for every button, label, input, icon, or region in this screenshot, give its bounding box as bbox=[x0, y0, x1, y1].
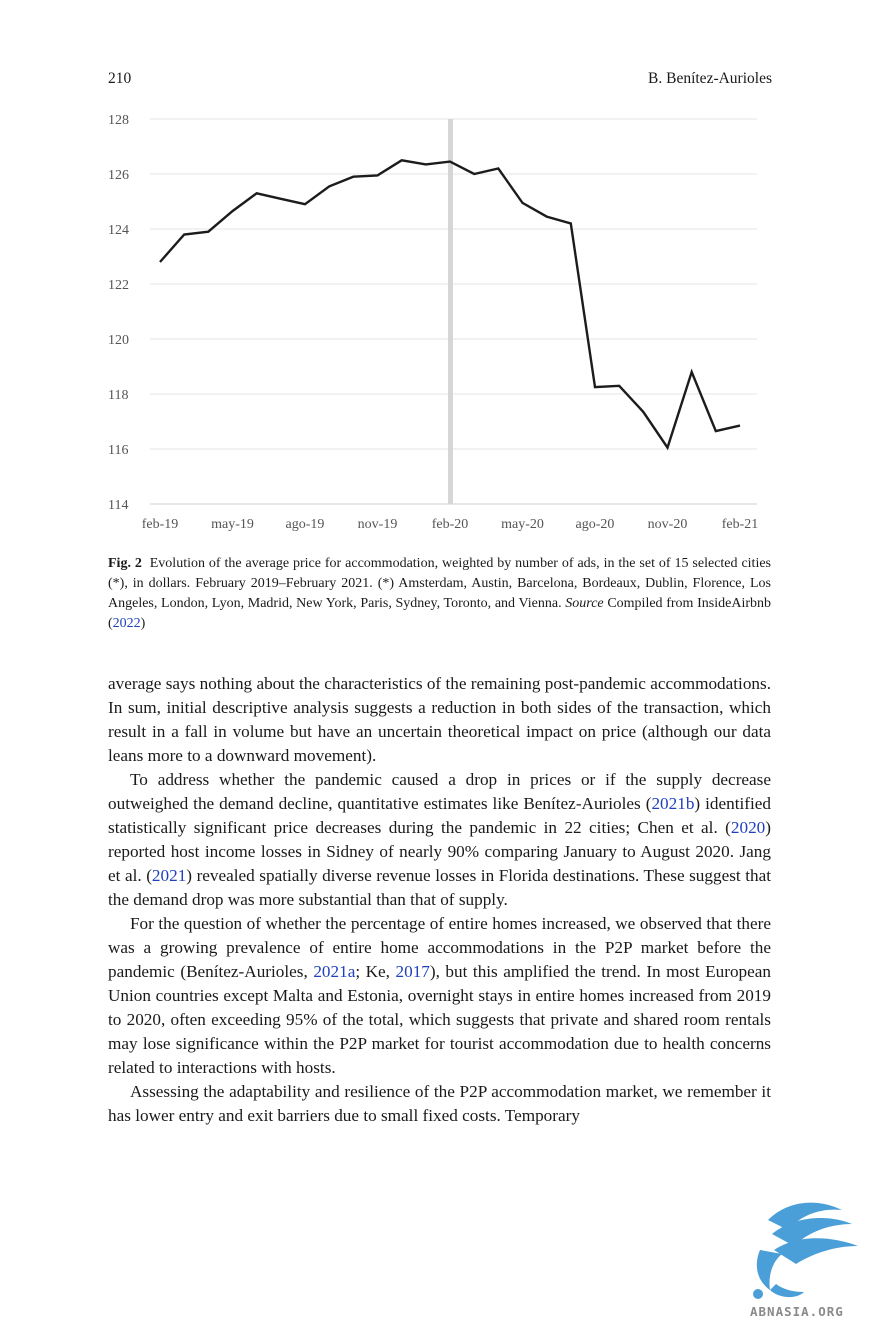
y-tick-label: 114 bbox=[108, 498, 128, 513]
figure-label: Fig. 2 bbox=[108, 556, 142, 571]
x-tick-label: ago-20 bbox=[576, 517, 615, 532]
watermark-text: ABNASIA.ORG bbox=[750, 1304, 844, 1319]
citation-link-2021[interactable]: 2021 bbox=[152, 866, 186, 885]
citation-link-2020[interactable]: 2020 bbox=[731, 818, 765, 837]
y-tick-label: 128 bbox=[108, 113, 129, 128]
paragraph-4: Assessing the adaptability and resilienc… bbox=[108, 1080, 771, 1128]
x-tick-label: nov-20 bbox=[648, 517, 688, 532]
body-text: average says nothing about the character… bbox=[108, 672, 771, 1128]
x-tick-label: feb-19 bbox=[142, 517, 179, 532]
caption-source-label: Source bbox=[565, 596, 603, 611]
x-tick-label: ago-19 bbox=[286, 517, 325, 532]
page-header: 210 B. Benítez-Aurioles bbox=[108, 70, 772, 92]
figure-caption: Fig. 2 Evolution of the average price fo… bbox=[108, 554, 771, 634]
paragraph-2: To address whether the pandemic caused a… bbox=[108, 768, 771, 912]
y-tick-label: 116 bbox=[108, 443, 128, 458]
paragraph-3: For the question of whether the percenta… bbox=[108, 912, 771, 1080]
bird-logo-icon bbox=[748, 1200, 876, 1304]
watermark-logo: ABNASIA.ORG bbox=[748, 1200, 876, 1328]
y-axis-ticks: 114 116 118 120 122 124 126 128 bbox=[108, 113, 129, 513]
x-tick-label: may-20 bbox=[501, 517, 544, 532]
citation-link-2017[interactable]: 2017 bbox=[396, 962, 430, 981]
feb-20-marker-bar bbox=[448, 119, 453, 504]
running-author: B. Benítez-Aurioles bbox=[648, 70, 772, 88]
citation-link-2022[interactable]: 2022 bbox=[113, 616, 141, 631]
x-tick-label: feb-21 bbox=[722, 517, 759, 532]
price-line-chart: 114 116 118 120 122 124 126 128 feb-19 may-19 ago… bbox=[100, 108, 770, 540]
y-tick-label: 124 bbox=[108, 223, 129, 238]
x-tick-label: feb-20 bbox=[432, 517, 469, 532]
page-number: 210 bbox=[108, 70, 131, 88]
citation-link-2021a[interactable]: 2021a bbox=[313, 962, 355, 981]
x-tick-label: nov-19 bbox=[358, 517, 398, 532]
y-tick-label: 126 bbox=[108, 168, 129, 183]
y-tick-label: 122 bbox=[108, 278, 129, 293]
x-axis-ticks: feb-19 may-19 ago-19 nov-19 feb-20 may-20 ago-… bbox=[142, 517, 759, 532]
y-tick-label: 120 bbox=[108, 333, 129, 348]
x-tick-label: may-19 bbox=[211, 517, 254, 532]
y-tick-label: 118 bbox=[108, 388, 128, 403]
paragraph-1: average says nothing about the character… bbox=[108, 672, 771, 768]
citation-link-2021b[interactable]: 2021b bbox=[651, 794, 694, 813]
